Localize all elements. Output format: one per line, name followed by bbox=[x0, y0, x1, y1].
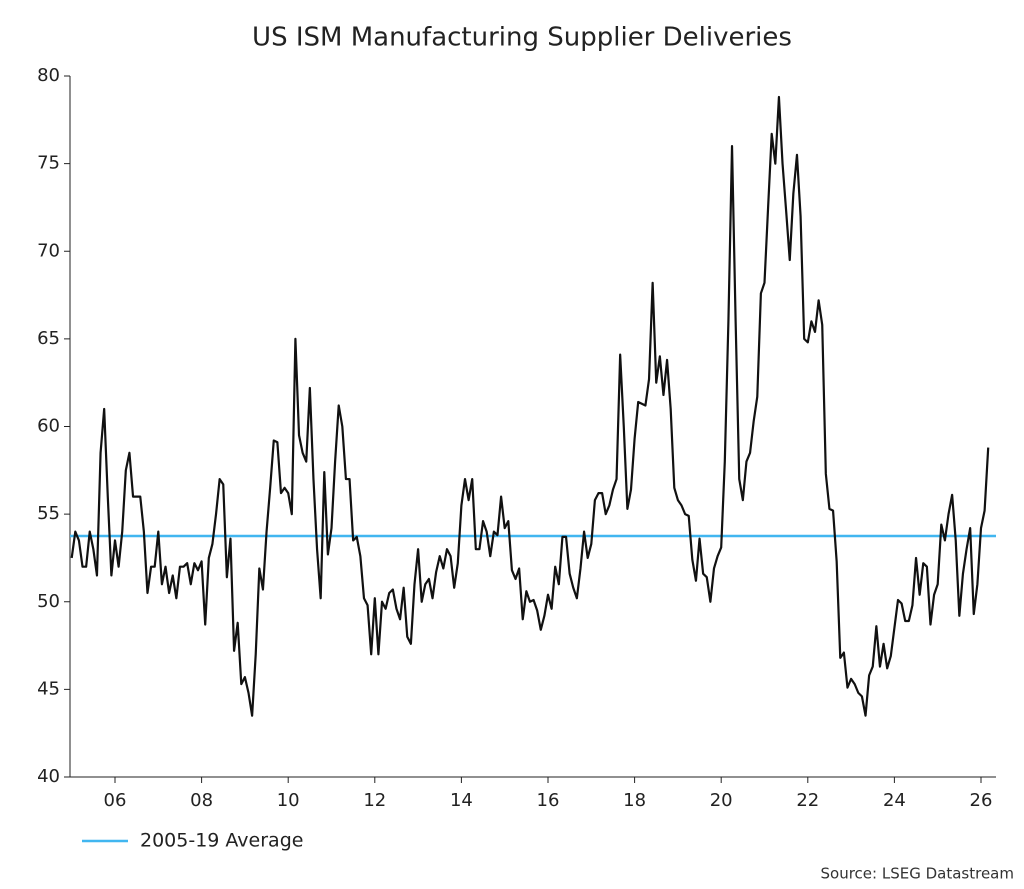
y-tick-label: 70 bbox=[37, 240, 60, 261]
x-tick-label: 12 bbox=[363, 790, 386, 811]
x-tick-label: 24 bbox=[883, 790, 906, 811]
y-tick-label: 80 bbox=[37, 65, 60, 86]
chart-title: US ISM Manufacturing Supplier Deliveries bbox=[252, 23, 792, 53]
y-tick-label: 50 bbox=[37, 591, 60, 612]
x-tick-label: 14 bbox=[450, 790, 473, 811]
x-tick-label: 18 bbox=[623, 790, 646, 811]
x-tick-label: 08 bbox=[190, 790, 213, 811]
x-tick-label: 26 bbox=[970, 790, 993, 811]
source-note: Source: LSEG Datastream bbox=[821, 865, 1014, 883]
x-tick-label: 06 bbox=[104, 790, 127, 811]
x-tick-label: 20 bbox=[710, 790, 733, 811]
y-tick-label: 65 bbox=[37, 328, 60, 349]
x-tick-label: 16 bbox=[537, 790, 560, 811]
y-tick-label: 45 bbox=[37, 678, 60, 699]
legend-label: 2005-19 Average bbox=[140, 830, 303, 852]
y-tick-label: 40 bbox=[37, 766, 60, 787]
x-tick-label: 22 bbox=[796, 790, 819, 811]
y-tick-label: 75 bbox=[37, 153, 60, 174]
y-tick-label: 60 bbox=[37, 416, 60, 437]
data-line bbox=[70, 95, 990, 717]
x-tick-label: 10 bbox=[277, 790, 300, 811]
y-tick-label: 55 bbox=[37, 503, 60, 524]
